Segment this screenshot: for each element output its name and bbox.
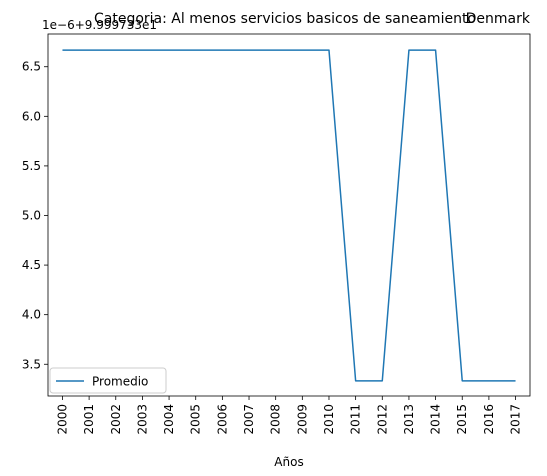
y-tick-label: 4.5 [22,258,41,272]
chart-title-country: Denmark [466,11,531,27]
x-tick-label: 2003 [135,404,149,435]
x-axis-ticks: 2000 2001 2002 2003 2004 2005 2006 2007 2008 2009… [55,396,523,435]
x-tick-label: 2012 [375,404,389,435]
x-tick-label: 2015 [455,404,469,435]
legend-label-promedio: Promedio [92,375,148,389]
x-tick-label: 2009 [295,404,309,435]
chart-title: Categoria: Al menos servicios basicos de… [94,11,476,27]
y-axis-offset-label: 1e−6+9.999733e1 [42,18,157,32]
x-tick-label: 2011 [349,404,363,435]
series-layer [62,49,516,382]
y-tick-label: 6.0 [22,109,41,123]
y-tick-label: 3.5 [22,357,41,371]
series-line-promedio [62,49,516,382]
plot-frame [47,33,531,397]
x-tick-label: 2001 [82,404,96,435]
legend: Promedio [49,367,167,394]
x-tick-label: 2016 [482,404,496,435]
x-tick-label: 2014 [429,404,443,435]
y-axis-ticks: 3.5 4.0 4.5 5.0 5.5 6.0 6.5 [22,60,48,371]
y-tick-label: 6.5 [22,60,41,74]
x-tick-label: 2013 [402,404,416,435]
y-tick-label: 5.0 [22,208,41,222]
x-axis-label: Años [274,455,303,469]
x-tick-label: 2006 [215,404,229,435]
y-tick-label: 4.0 [22,308,41,322]
x-tick-label: 2010 [322,404,336,435]
legend-box [49,367,167,394]
axes-frame [47,33,531,397]
plot-area [48,34,530,396]
x-tick-label: 2000 [55,404,69,435]
x-tick-label: 2005 [189,404,203,435]
x-tick-label: 2002 [109,404,123,435]
x-tick-label: 2007 [242,404,256,435]
y-tick-label: 5.5 [22,159,41,173]
x-tick-label: 2017 [509,404,523,435]
x-tick-label: 2004 [162,404,176,435]
x-tick-label: 2008 [269,404,283,435]
